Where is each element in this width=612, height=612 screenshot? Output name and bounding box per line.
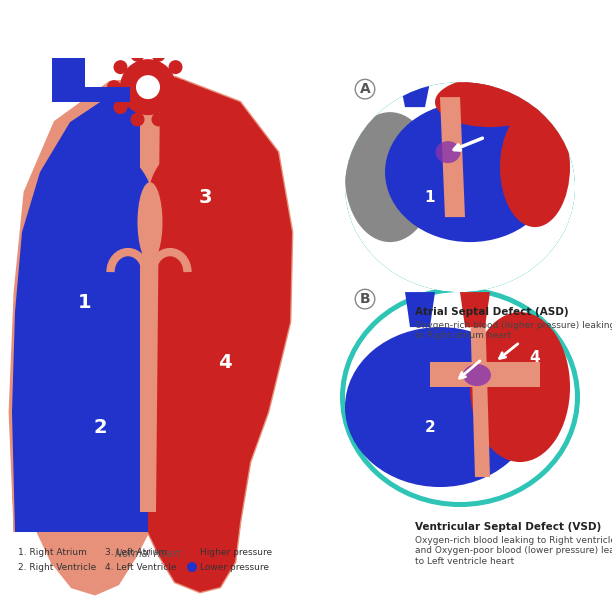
Text: 1: 1 bbox=[425, 190, 435, 204]
Circle shape bbox=[130, 113, 144, 127]
Text: 4. Left Ventricle: 4. Left Ventricle bbox=[105, 562, 176, 572]
Text: Ventricular Septal Defect (VSD): Ventricular Septal Defect (VSD) bbox=[415, 522, 601, 532]
Polygon shape bbox=[400, 82, 430, 107]
Polygon shape bbox=[470, 307, 490, 477]
Ellipse shape bbox=[340, 77, 580, 297]
Circle shape bbox=[168, 60, 182, 74]
Circle shape bbox=[152, 48, 165, 62]
Polygon shape bbox=[260, 235, 310, 249]
Ellipse shape bbox=[345, 327, 535, 487]
Ellipse shape bbox=[138, 182, 163, 262]
Circle shape bbox=[152, 113, 165, 127]
Polygon shape bbox=[240, 502, 272, 582]
Ellipse shape bbox=[463, 364, 491, 386]
Circle shape bbox=[187, 562, 197, 572]
Polygon shape bbox=[12, 92, 148, 532]
Ellipse shape bbox=[436, 141, 460, 163]
Text: Oxygen-rich blood (higher pressure) leaking
to Right atrium heart: Oxygen-rich blood (higher pressure) leak… bbox=[415, 321, 612, 340]
Ellipse shape bbox=[470, 312, 570, 462]
Circle shape bbox=[175, 80, 189, 94]
Text: 3: 3 bbox=[198, 188, 212, 207]
Ellipse shape bbox=[500, 107, 570, 227]
Polygon shape bbox=[430, 362, 540, 387]
Text: 2: 2 bbox=[93, 417, 107, 436]
Text: Atrial Septal Defect (ASD) and Ventricular Septal Defect (VSD): Atrial Septal Defect (ASD) and Ventricul… bbox=[47, 21, 565, 37]
Text: Normal Heart: Normal Heart bbox=[115, 549, 181, 559]
Polygon shape bbox=[140, 92, 160, 512]
Polygon shape bbox=[10, 77, 292, 594]
Polygon shape bbox=[148, 567, 168, 582]
Text: Lower pressure: Lower pressure bbox=[200, 562, 269, 572]
Text: 3. Left Atrium: 3. Left Atrium bbox=[105, 548, 167, 556]
Ellipse shape bbox=[385, 102, 555, 242]
Polygon shape bbox=[120, 58, 148, 87]
Polygon shape bbox=[405, 292, 435, 327]
Polygon shape bbox=[148, 77, 292, 592]
Circle shape bbox=[136, 75, 160, 99]
Text: A: A bbox=[360, 82, 370, 96]
Text: Atrial Septal Defect (ASD): Atrial Septal Defect (ASD) bbox=[415, 307, 569, 317]
Ellipse shape bbox=[45, 147, 155, 277]
Ellipse shape bbox=[345, 292, 575, 502]
Text: 4: 4 bbox=[218, 353, 232, 371]
Text: 1. Right Atrium: 1. Right Atrium bbox=[18, 548, 87, 556]
Circle shape bbox=[113, 100, 127, 114]
Ellipse shape bbox=[340, 287, 580, 507]
Ellipse shape bbox=[345, 82, 575, 292]
Text: 2. Right Ventricle: 2. Right Ventricle bbox=[18, 562, 96, 572]
Polygon shape bbox=[0, 244, 38, 260]
Circle shape bbox=[130, 48, 144, 62]
Circle shape bbox=[187, 547, 197, 557]
Polygon shape bbox=[460, 292, 490, 327]
Circle shape bbox=[168, 100, 182, 114]
Polygon shape bbox=[0, 164, 38, 180]
Polygon shape bbox=[52, 58, 85, 102]
Polygon shape bbox=[260, 275, 310, 289]
Text: B: B bbox=[360, 292, 370, 306]
Polygon shape bbox=[240, 58, 272, 152]
Circle shape bbox=[113, 60, 127, 74]
Text: Higher pressure: Higher pressure bbox=[200, 548, 272, 556]
Circle shape bbox=[107, 80, 121, 94]
Text: 2: 2 bbox=[425, 420, 435, 435]
Ellipse shape bbox=[435, 77, 545, 127]
Ellipse shape bbox=[147, 142, 253, 262]
Text: Oxygen-rich blood leaking to Right ventricle hearts
and Oxygen-poor blood (lower: Oxygen-rich blood leaking to Right ventr… bbox=[415, 536, 612, 566]
Polygon shape bbox=[465, 82, 495, 117]
Circle shape bbox=[120, 59, 176, 115]
Text: 4: 4 bbox=[530, 349, 540, 365]
Polygon shape bbox=[440, 97, 465, 217]
Text: 1: 1 bbox=[78, 293, 92, 312]
Ellipse shape bbox=[345, 112, 435, 242]
Polygon shape bbox=[52, 87, 130, 102]
Polygon shape bbox=[0, 204, 38, 220]
